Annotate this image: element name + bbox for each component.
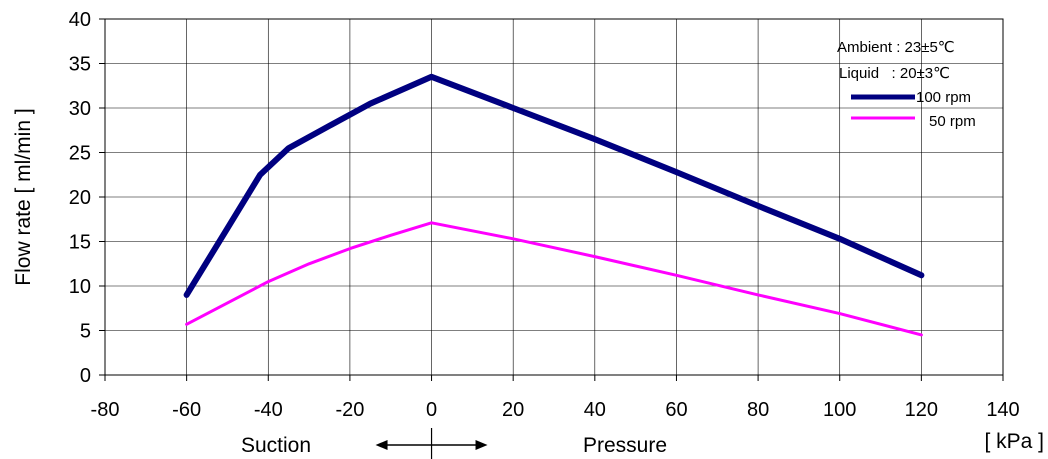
y-tick-label: 25 (69, 143, 91, 165)
y-tick-label: 35 (69, 54, 91, 76)
y-tick-label: 15 (69, 232, 91, 254)
arrow-head-left (375, 440, 388, 450)
series-line-50-rpm (185, 221, 923, 337)
double-arrow-icon (375, 428, 488, 459)
legend: Ambient : 23±5℃ Liquid : 20±3℃ 100 rpm 5… (837, 39, 976, 130)
legend-liquid-text: Liquid : 20±3℃ (839, 65, 950, 82)
x-axis-unit: [ kPa ] (984, 430, 1044, 453)
y-axis: 0 5 10 15 20 25 30 35 40 (69, 9, 105, 387)
series-line-100-rpm (183, 73, 925, 298)
x-tick-label: -40 (254, 399, 283, 421)
arrow-head-right (475, 440, 488, 450)
x-tick-label: -20 (335, 399, 364, 421)
x-tick-label: 140 (986, 399, 1019, 421)
x-axis: -80 -60 -40 -20 0 20 40 60 80 100 120 140 (91, 375, 1020, 421)
legend-ambient-text: Ambient : 23±5℃ (837, 39, 955, 56)
x-axis-label-suction: Suction (241, 434, 311, 457)
x-tick-label: 80 (747, 399, 769, 421)
y-tick-label: 0 (80, 365, 91, 387)
series-layer (183, 73, 925, 337)
x-tick-label: 20 (502, 399, 524, 421)
x-tick-label: -60 (172, 399, 201, 421)
x-tick-label: 120 (905, 399, 938, 421)
x-tick-label: -80 (91, 399, 120, 421)
y-axis-label: Flow rate [ ml/min ] (12, 108, 35, 285)
y-tick-label: 5 (80, 321, 91, 343)
legend-label-100rpm: 100 rpm (916, 89, 971, 106)
legend-label-50rpm: 50 rpm (929, 113, 976, 130)
y-tick-label: 30 (69, 98, 91, 120)
y-tick-label: 40 (69, 9, 91, 31)
x-tick-label: 40 (584, 399, 606, 421)
x-tick-label: 0 (426, 399, 437, 421)
x-tick-label: 60 (665, 399, 687, 421)
x-tick-label: 100 (823, 399, 856, 421)
y-tick-label: 10 (69, 276, 91, 298)
x-axis-label-pressure: Pressure (583, 434, 667, 457)
y-tick-label: 20 (69, 187, 91, 209)
